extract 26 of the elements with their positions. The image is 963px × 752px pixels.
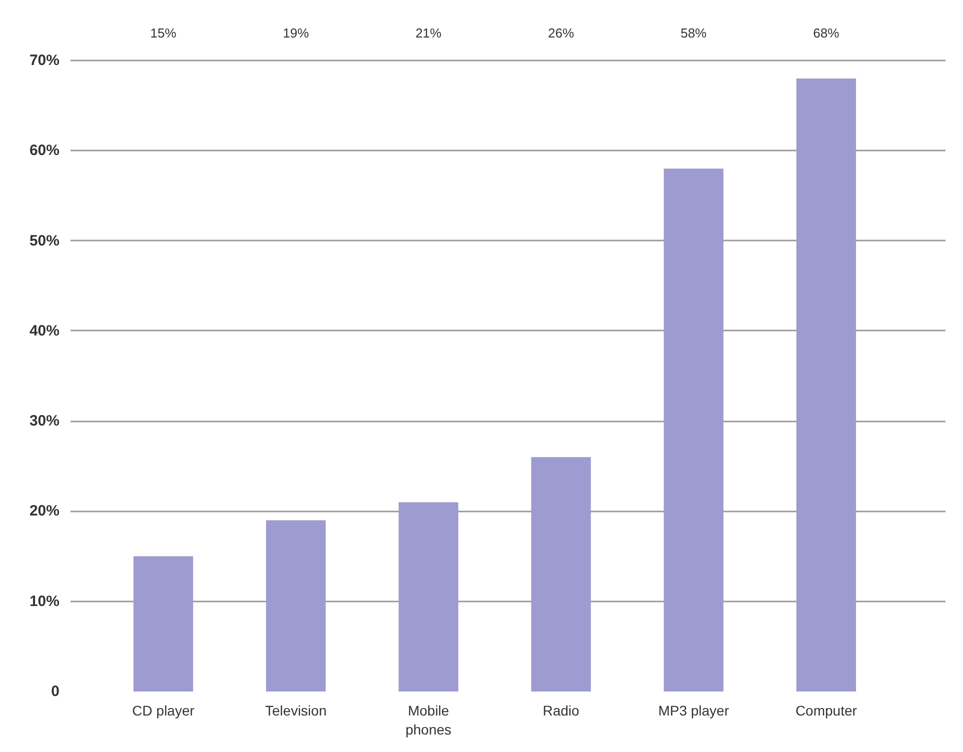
data-label: 19% [282, 26, 310, 40]
data-label: 21% [415, 26, 442, 40]
bar [796, 78, 856, 692]
data-label: 15% [150, 26, 177, 40]
x-tick-label: CD player [132, 702, 195, 718]
y-tick-label: 70% [29, 52, 60, 69]
x-tick-label: Television [265, 702, 327, 718]
bar [531, 457, 591, 692]
data-label: 26% [548, 26, 574, 40]
y-tick-label: 30% [29, 412, 60, 430]
y-tick-label: 0 [51, 683, 60, 700]
bar [133, 556, 194, 692]
y-tick-label: 40% [29, 322, 60, 340]
data-label: 68% [813, 26, 840, 40]
x-tick-label: MP3 player [658, 702, 730, 718]
bar [398, 502, 458, 692]
y-tick-label: 60% [29, 142, 60, 160]
y-tick-label: 10% [29, 592, 60, 610]
x-tick-label: Radio [542, 702, 580, 718]
x-tick-label: Mobile phones [405, 702, 452, 738]
x-tick-label: Computer [795, 702, 858, 718]
y-tick-label: 20% [29, 502, 60, 520]
bar [664, 168, 724, 692]
y-tick-label: 50% [29, 232, 60, 250]
bar [266, 520, 326, 692]
data-label: 58% [680, 26, 708, 40]
